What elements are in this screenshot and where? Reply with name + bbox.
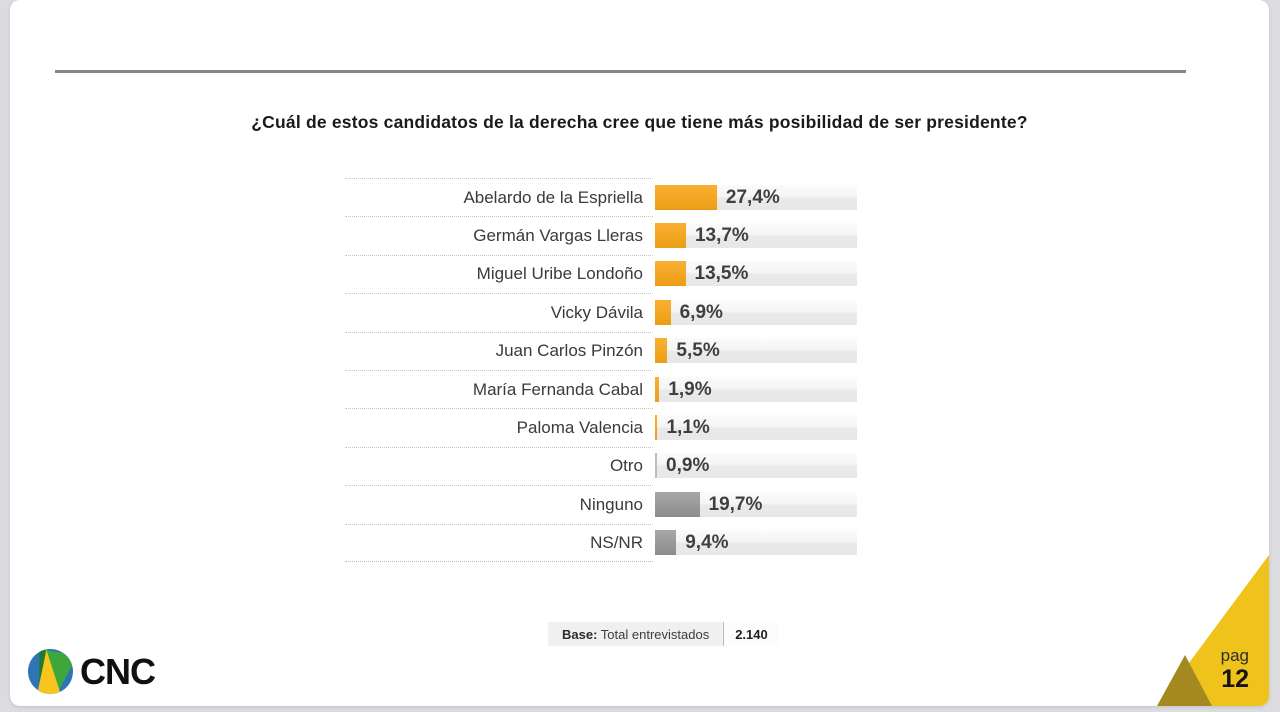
bar-track: 1,9% bbox=[655, 376, 857, 402]
bar-track: 6,9% bbox=[655, 299, 857, 325]
bar bbox=[655, 299, 671, 325]
bar bbox=[655, 223, 686, 249]
chart-row: Abelardo de la Espriella 27,4% bbox=[345, 178, 865, 216]
category-label: Otro bbox=[345, 446, 653, 485]
chart-row: Miguel Uribe Londoño 13,5% bbox=[345, 254, 865, 293]
chart-row: Juan Carlos Pinzón 5,5% bbox=[345, 331, 865, 370]
category-label: Juan Carlos Pinzón bbox=[345, 331, 653, 370]
value-label: 1,9% bbox=[668, 378, 712, 400]
base-label-bold: Base: bbox=[562, 626, 598, 642]
value-label: 19,7% bbox=[708, 493, 763, 515]
base-value: 2.140 bbox=[723, 622, 779, 646]
value-label: 13,5% bbox=[694, 263, 749, 285]
bar bbox=[655, 261, 686, 287]
bar bbox=[655, 184, 717, 210]
bar-track: 9,4% bbox=[655, 530, 857, 556]
bar bbox=[655, 415, 658, 441]
bar-track: 5,5% bbox=[655, 338, 857, 364]
chart-row: María Fernanda Cabal 1,9% bbox=[345, 369, 865, 408]
chart-row: Ninguno 19,7% bbox=[345, 485, 865, 523]
bar-track: 13,5% bbox=[655, 261, 857, 287]
category-label: Vicky Dávila bbox=[345, 293, 653, 331]
value-label: 27,4% bbox=[725, 186, 780, 208]
cnc-logo-text: CNC bbox=[80, 650, 156, 692]
bar-track: 27,4% bbox=[655, 184, 857, 210]
page-indicator: pag 12 bbox=[1221, 646, 1249, 693]
slide: ¿Cuál de estos candidatos de la derecha … bbox=[10, 0, 1269, 706]
page-label: pag bbox=[1220, 645, 1249, 665]
page-number: 12 bbox=[1221, 664, 1249, 693]
category-label: Germán Vargas Lleras bbox=[345, 216, 653, 254]
value-label: 0,9% bbox=[666, 455, 710, 477]
bar bbox=[655, 338, 668, 364]
value-label: 9,4% bbox=[685, 532, 729, 554]
base-label: Base: Total entrevistados bbox=[548, 622, 724, 646]
chart-row: NS/NR 9,4% bbox=[345, 523, 865, 562]
bar bbox=[655, 530, 677, 556]
value-label: 1,1% bbox=[666, 417, 710, 439]
cnc-logo: CNC bbox=[28, 649, 156, 694]
bar-track: 0,9% bbox=[655, 453, 857, 479]
category-label: NS/NR bbox=[345, 523, 653, 562]
corner-triangle-decoration bbox=[1157, 555, 1269, 706]
bar-chart: Abelardo de la Espriella 27,4% Germán Va… bbox=[345, 178, 865, 562]
category-label: Paloma Valencia bbox=[345, 408, 653, 446]
category-label: María Fernanda Cabal bbox=[345, 369, 653, 408]
value-label: 13,7% bbox=[694, 225, 749, 247]
value-label: 5,5% bbox=[676, 340, 720, 362]
category-label: Ninguno bbox=[345, 485, 653, 523]
chart-row: Vicky Dávila 6,9% bbox=[345, 293, 865, 331]
chart-row: Otro 0,9% bbox=[345, 446, 865, 485]
bar-track: 19,7% bbox=[655, 491, 857, 517]
chart-row: Germán Vargas Lleras 13,7% bbox=[345, 216, 865, 254]
value-label: 6,9% bbox=[679, 301, 723, 323]
base-label-rest: Total entrevistados bbox=[597, 626, 710, 642]
bar bbox=[655, 453, 658, 479]
chart-row: Paloma Valencia 1,1% bbox=[345, 408, 865, 446]
cnc-logo-icon bbox=[28, 649, 73, 694]
bar bbox=[655, 376, 660, 402]
bar-track: 1,1% bbox=[655, 415, 857, 441]
base-box: Base: Total entrevistados 2.140 bbox=[548, 622, 779, 646]
category-label: Miguel Uribe Londoño bbox=[345, 254, 653, 293]
category-label: Abelardo de la Espriella bbox=[345, 178, 653, 216]
bar bbox=[655, 491, 700, 517]
top-divider bbox=[55, 70, 1186, 73]
bar-track: 13,7% bbox=[655, 223, 857, 249]
chart-title: ¿Cuál de estos candidatos de la derecha … bbox=[251, 112, 1028, 132]
